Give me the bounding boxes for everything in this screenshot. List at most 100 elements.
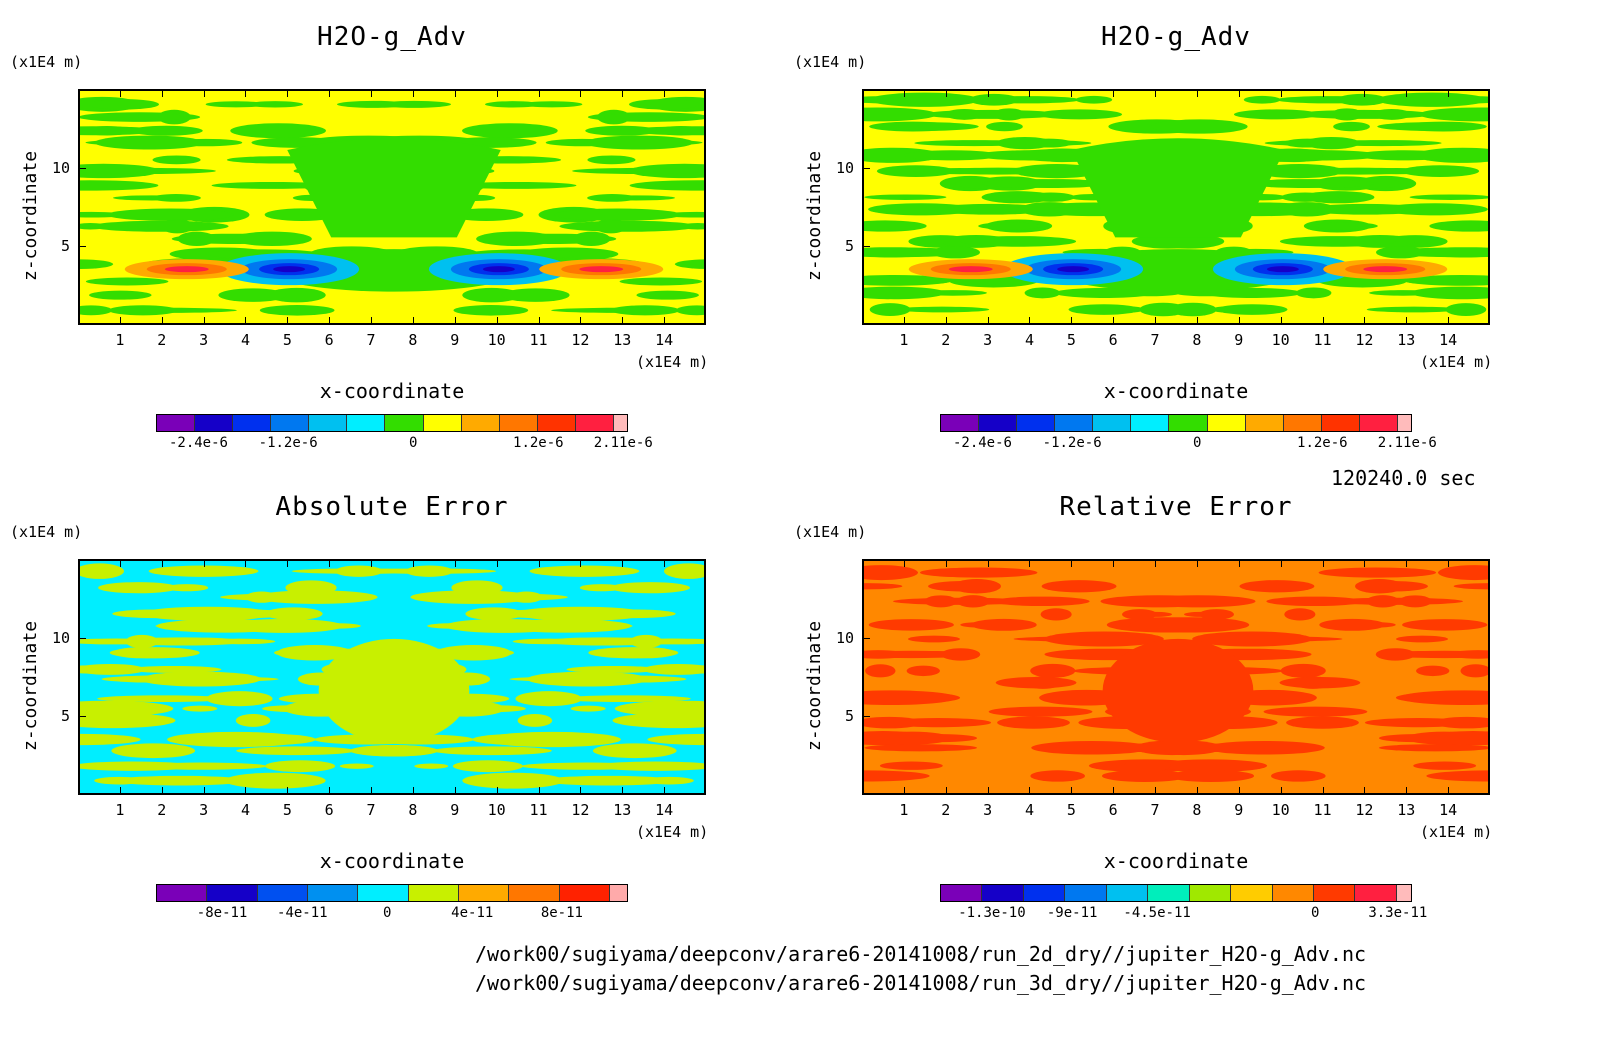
x-tick-label: 11 xyxy=(1313,331,1332,349)
x-tick-mark-top xyxy=(1113,559,1115,567)
colorbar-label: 1.2e-6 xyxy=(1297,435,1348,451)
x-tick-mark xyxy=(496,317,498,325)
x-tick-mark-top xyxy=(371,89,373,97)
x-tick-label: 9 xyxy=(450,801,460,819)
x-tick-label: 14 xyxy=(655,801,674,819)
colorbar-segment xyxy=(613,415,627,431)
y-tick-label: 5 xyxy=(844,237,854,256)
x-tick-mark xyxy=(664,317,666,325)
colorbar-segment xyxy=(1023,885,1066,901)
x-tick-label: 8 xyxy=(408,801,418,819)
y-tick-mark xyxy=(78,716,86,718)
x-tick-label: 11 xyxy=(529,331,548,349)
colorbar-segment xyxy=(941,885,983,901)
colorbar-segment xyxy=(941,415,980,431)
x-tick-label: 12 xyxy=(1355,331,1374,349)
x-tick-mark xyxy=(1322,317,1324,325)
contour-field xyxy=(864,92,1488,317)
colorbar-segment xyxy=(559,885,610,901)
file-path-3d: /work00/sugiyama/deepconv/arare6-2014100… xyxy=(475,971,1367,995)
x-tick-label: 3 xyxy=(199,331,209,349)
x-tick-mark xyxy=(287,317,289,325)
colorbar-segment xyxy=(1397,415,1411,431)
z-unit-label: (x1E4 m) xyxy=(10,53,83,71)
x-tick-label: 12 xyxy=(1355,801,1374,819)
x-tick-mark xyxy=(664,787,666,795)
x-tick-mark xyxy=(287,787,289,795)
x-tick-mark-top xyxy=(1280,89,1282,97)
colorbar-segment xyxy=(157,415,196,431)
x-tick-mark-top xyxy=(1406,89,1408,97)
colorbar-label: 2.11e-6 xyxy=(1377,435,1437,451)
colorbar-label: -4.5e-11 xyxy=(1123,905,1191,921)
x-tick-mark-top xyxy=(454,89,456,97)
y-tick-mark xyxy=(78,637,86,639)
colorbar-segment xyxy=(1017,415,1056,431)
colorbar-label: 0 xyxy=(383,905,392,921)
colorbar-segment xyxy=(1148,885,1190,901)
colorbar-segment xyxy=(1106,885,1149,901)
x-tick-mark-top xyxy=(1196,559,1198,567)
colorbar-segment xyxy=(1189,885,1232,901)
x-tick-label: 7 xyxy=(1150,331,1160,349)
x-tick-mark-top xyxy=(538,559,540,567)
x-tick-label: 4 xyxy=(1024,331,1034,349)
colorbar-segment xyxy=(1093,415,1132,431)
x-tick-mark xyxy=(945,787,947,795)
x-tick-mark-top xyxy=(1071,559,1073,567)
contour-field xyxy=(80,96,704,316)
colorbar-label: 1.2e-6 xyxy=(513,435,564,451)
x-tick-label: 7 xyxy=(366,331,376,349)
x-tick-mark xyxy=(412,317,414,325)
y-tick-label: 10 xyxy=(51,628,70,647)
colorbar-label: -8e-11 xyxy=(196,905,248,921)
x-unit-label: (x1E4 m) xyxy=(636,823,709,841)
colorbar-label: -2.4e-6 xyxy=(952,435,1012,451)
x-tick-mark-top xyxy=(412,89,414,97)
y-tick-label: 10 xyxy=(835,158,854,177)
colorbar-segment xyxy=(1065,885,1107,901)
x-tick-label: 8 xyxy=(408,331,418,349)
x-tick-label: 8 xyxy=(1192,331,1202,349)
x-tick-label: 7 xyxy=(1150,801,1160,819)
x-tick-mark xyxy=(203,317,205,325)
x-tick-mark-top xyxy=(245,559,247,567)
colorbar-segment xyxy=(358,885,409,901)
x-tick-mark-top xyxy=(664,89,666,97)
x-tick-mark xyxy=(622,787,624,795)
x-axis-label: x-coordinate xyxy=(1103,379,1249,403)
colorbar-segment xyxy=(1207,415,1246,431)
y-axis-label: z-coordinate xyxy=(20,150,41,281)
x-tick-mark-top xyxy=(1322,559,1324,567)
colorbar-segment xyxy=(1283,415,1322,431)
colorbar-label: 0 xyxy=(409,435,418,451)
colorbar-segment xyxy=(1055,415,1094,431)
x-tick-label: 6 xyxy=(324,331,334,349)
colorbar-segment xyxy=(509,885,560,901)
x-tick-mark-top xyxy=(987,559,989,567)
x-tick-mark xyxy=(1406,317,1408,325)
colorbar-segment xyxy=(1313,885,1356,901)
x-tick-mark-top xyxy=(161,559,163,567)
colorbar-segment xyxy=(1321,415,1360,431)
x-tick-mark xyxy=(1155,317,1157,325)
colorbar-segment xyxy=(423,415,462,431)
x-tick-mark-top xyxy=(119,89,121,97)
x-tick-mark xyxy=(412,787,414,795)
z-unit-label: (x1E4 m) xyxy=(794,523,867,541)
x-tick-mark-top xyxy=(1238,89,1240,97)
x-tick-label: 10 xyxy=(487,801,506,819)
x-tick-mark xyxy=(903,317,905,325)
x-tick-mark-top xyxy=(1364,89,1366,97)
x-tick-label: 13 xyxy=(1397,331,1416,349)
x-tick-label: 14 xyxy=(1439,331,1458,349)
panel-title: Absolute Error xyxy=(275,492,509,522)
x-tick-mark xyxy=(454,787,456,795)
x-tick-label: 6 xyxy=(324,801,334,819)
x-tick-label: 6 xyxy=(1108,331,1118,349)
x-tick-mark xyxy=(1238,787,1240,795)
colorbar-segment xyxy=(575,415,614,431)
x-tick-mark-top xyxy=(945,559,947,567)
x-tick-label: 12 xyxy=(571,801,590,819)
y-tick-mark xyxy=(862,716,870,718)
